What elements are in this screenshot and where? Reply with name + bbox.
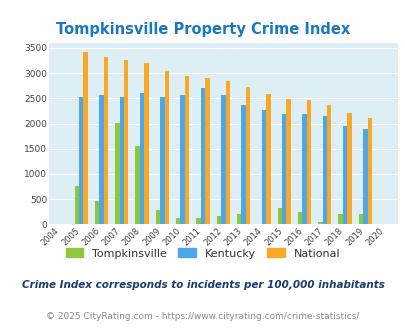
Bar bbox=[196, 218, 200, 224]
Bar bbox=[220, 95, 225, 224]
Bar bbox=[176, 218, 180, 224]
Bar bbox=[347, 113, 351, 224]
Bar bbox=[75, 186, 79, 224]
Bar bbox=[139, 93, 144, 224]
Text: Crime Index corresponds to incidents per 100,000 inhabitants: Crime Index corresponds to incidents per… bbox=[21, 280, 384, 290]
Bar bbox=[185, 76, 189, 224]
Bar bbox=[160, 97, 164, 224]
Bar bbox=[358, 214, 362, 224]
Bar bbox=[342, 126, 347, 224]
Legend: Tompkinsville, Kentucky, National: Tompkinsville, Kentucky, National bbox=[62, 245, 343, 262]
Bar bbox=[322, 116, 326, 224]
Bar bbox=[144, 63, 148, 224]
Bar bbox=[266, 94, 270, 224]
Bar bbox=[286, 99, 290, 224]
Text: Tompkinsville Property Crime Index: Tompkinsville Property Crime Index bbox=[56, 22, 349, 37]
Bar bbox=[180, 95, 185, 224]
Bar bbox=[119, 97, 124, 224]
Bar bbox=[245, 87, 249, 224]
Bar bbox=[156, 210, 160, 224]
Bar bbox=[164, 71, 169, 224]
Bar bbox=[200, 88, 205, 224]
Bar bbox=[306, 100, 311, 224]
Bar bbox=[83, 52, 87, 224]
Bar bbox=[326, 105, 331, 224]
Bar bbox=[99, 95, 104, 224]
Bar bbox=[216, 215, 220, 224]
Bar bbox=[205, 78, 209, 224]
Bar bbox=[115, 122, 119, 224]
Bar bbox=[104, 56, 108, 224]
Bar bbox=[362, 129, 367, 224]
Bar bbox=[225, 81, 230, 224]
Bar bbox=[261, 111, 266, 224]
Bar bbox=[367, 118, 371, 224]
Bar bbox=[241, 105, 245, 224]
Bar bbox=[318, 222, 322, 224]
Bar bbox=[297, 212, 301, 224]
Bar bbox=[277, 208, 281, 224]
Bar bbox=[302, 114, 306, 224]
Text: © 2025 CityRating.com - https://www.cityrating.com/crime-statistics/: © 2025 CityRating.com - https://www.city… bbox=[46, 312, 359, 321]
Bar bbox=[135, 146, 139, 224]
Bar bbox=[79, 97, 83, 224]
Bar bbox=[338, 214, 342, 224]
Bar bbox=[237, 214, 241, 224]
Bar bbox=[281, 114, 286, 224]
Bar bbox=[124, 60, 128, 224]
Bar bbox=[95, 201, 99, 224]
